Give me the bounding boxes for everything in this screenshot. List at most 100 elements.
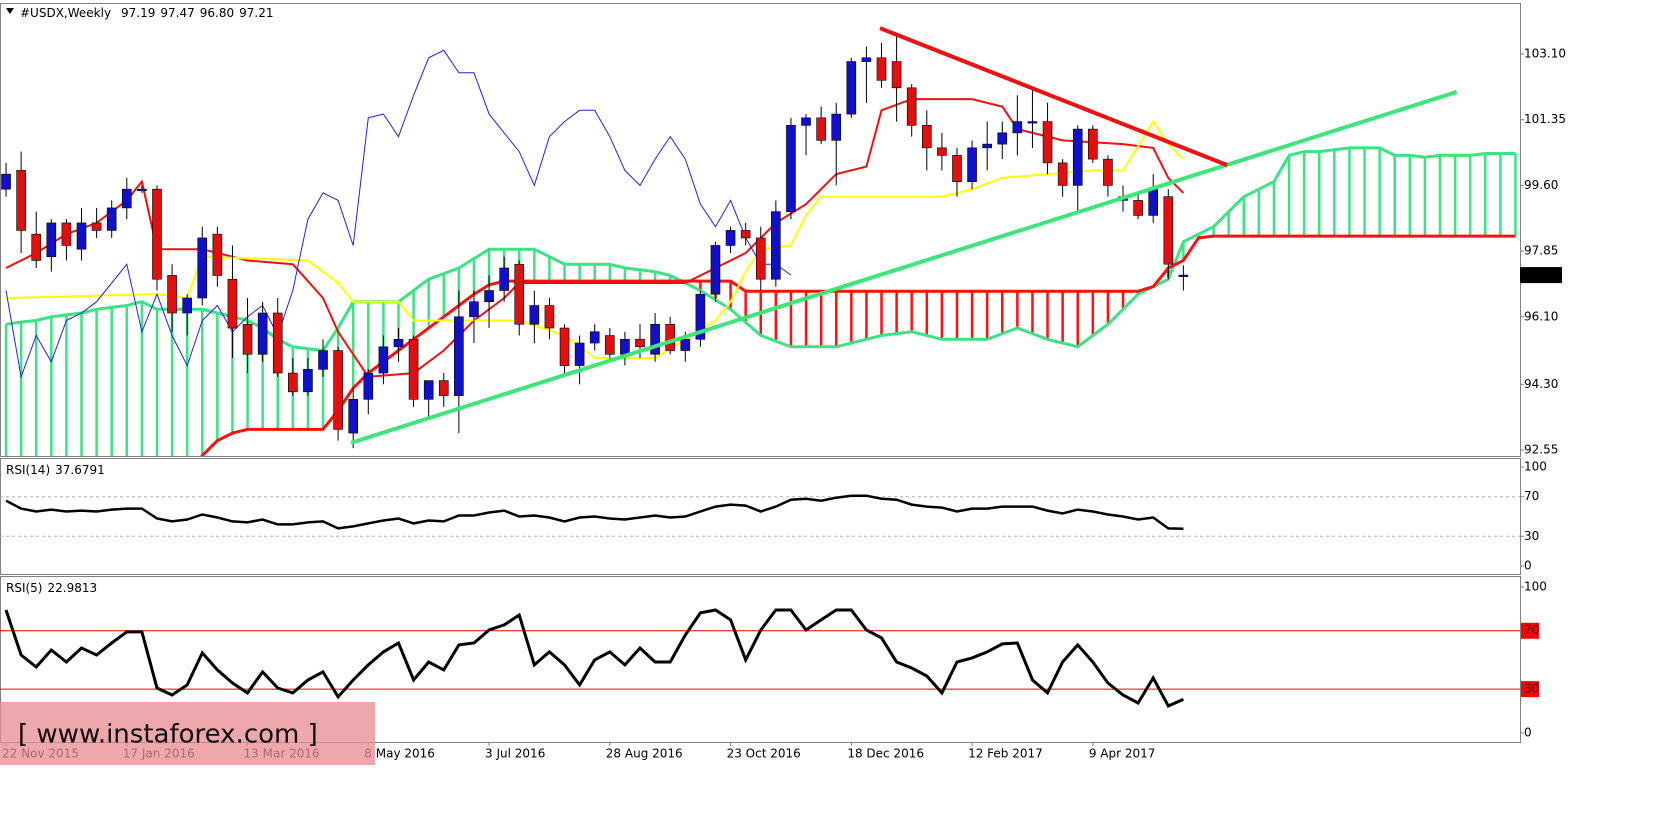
candle-body	[167, 275, 177, 314]
candle-body	[967, 147, 977, 182]
header-value: 97.47	[160, 6, 194, 20]
indicator-header: RSI(5) 22.9813	[6, 581, 97, 595]
candle-body	[242, 323, 253, 355]
candle-body	[152, 188, 162, 280]
header-value: 96.80	[200, 6, 234, 20]
candle-body	[846, 61, 857, 115]
candle-body	[786, 125, 796, 212]
candle-body	[408, 338, 419, 400]
trend-line	[350, 90, 1458, 445]
y-tick-label: 30	[1524, 682, 1539, 696]
chart-title: #USDX,Weekly	[20, 6, 111, 20]
candle-body	[393, 338, 404, 348]
candle-body	[182, 297, 192, 314]
candle-body	[121, 188, 132, 209]
candle-body	[574, 342, 585, 366]
panel-frame	[0, 458, 1521, 575]
candle-body	[1, 173, 11, 190]
plot-area	[1, 26, 1517, 456]
x-tick-label: 12 Feb 2017	[968, 747, 1043, 761]
plot-area	[0, 494, 1520, 537]
candle-body	[937, 147, 947, 156]
candle-body	[197, 237, 208, 299]
candle-body	[212, 233, 223, 276]
candle-body	[529, 305, 540, 325]
y-tick-label: 100	[1524, 579, 1547, 593]
candle-body	[771, 211, 781, 280]
candle-body	[1178, 274, 1189, 277]
candle-body	[1012, 121, 1023, 134]
candle-body	[635, 338, 645, 348]
candle-body	[303, 369, 313, 393]
candle-body	[484, 290, 494, 303]
candle-body	[680, 338, 691, 351]
y-tick-label: 0	[1524, 558, 1532, 572]
candle-body	[710, 245, 721, 295]
candle-body	[16, 170, 26, 231]
candle-body	[514, 263, 525, 325]
candle-body	[227, 278, 238, 329]
candle-body	[46, 222, 57, 258]
candle-body	[76, 222, 87, 250]
price-box	[1520, 267, 1562, 284]
candle-body	[921, 125, 932, 149]
candle-body	[348, 399, 359, 434]
x-tick-label: 9 Apr 2017	[1089, 747, 1156, 761]
candle-body	[801, 117, 811, 126]
candle-body	[137, 188, 147, 191]
candle-body	[106, 207, 117, 231]
candle-body	[544, 305, 555, 329]
x-tick-label: 8 May 2016	[364, 747, 435, 761]
candle-body	[982, 143, 992, 149]
candle-body	[91, 222, 102, 231]
candle-body	[755, 237, 766, 280]
indicator-value: 22.9813	[48, 581, 98, 595]
candle-body	[589, 331, 600, 344]
plot-area	[0, 608, 1520, 708]
indicator-title: RSI(14)	[6, 463, 50, 477]
candle-body	[454, 316, 464, 396]
y-tick-label: 92.55	[1524, 442, 1558, 456]
candle-body	[378, 346, 389, 374]
candle-body	[816, 117, 826, 141]
candle-body	[61, 222, 72, 246]
candle-body	[831, 113, 842, 141]
candle-body	[363, 372, 374, 400]
y-tick-label: 97.85	[1524, 244, 1558, 258]
candle-body	[1042, 121, 1053, 164]
candle-body	[1163, 196, 1174, 265]
candle-body	[1057, 162, 1068, 186]
level-label-box	[1521, 622, 1539, 639]
indicator-value: 37.6791	[55, 463, 105, 477]
x-tick-label: 23 Oct 2016	[727, 747, 801, 761]
current-price: 97.21	[1524, 268, 1558, 282]
candle-body	[876, 57, 887, 81]
watermark-box	[0, 702, 375, 765]
x-tick-label: 28 Aug 2016	[606, 747, 683, 761]
watermark: [ www.instaforex.com ]	[18, 720, 318, 750]
chart-header: #USDX,Weekly 97.19 97.47 96.80 97.21	[20, 6, 273, 20]
y-tick-label: 101.35	[1524, 112, 1566, 126]
candle-body	[997, 132, 1008, 145]
y-tick-label: 70	[1524, 489, 1539, 503]
y-tick-label: 0	[1524, 725, 1532, 739]
y-tick-label: 70	[1524, 623, 1539, 637]
candle-body	[605, 335, 615, 355]
candle-body	[665, 323, 675, 351]
candle-body	[952, 155, 962, 182]
candle-body	[1088, 128, 1098, 160]
candle-body	[725, 230, 736, 246]
candle-body	[272, 312, 283, 374]
header-value: 97.21	[239, 6, 273, 20]
candle-body	[288, 372, 298, 393]
candle-body	[1133, 200, 1143, 216]
candle-body	[469, 301, 479, 318]
indicator-line	[5, 49, 792, 379]
candle-body	[318, 350, 328, 370]
y-tick-label: 103.10	[1524, 47, 1566, 61]
indicator-title: RSI(5)	[6, 581, 43, 595]
indicator-line	[5, 98, 1185, 378]
menu-arrow	[6, 8, 14, 14]
